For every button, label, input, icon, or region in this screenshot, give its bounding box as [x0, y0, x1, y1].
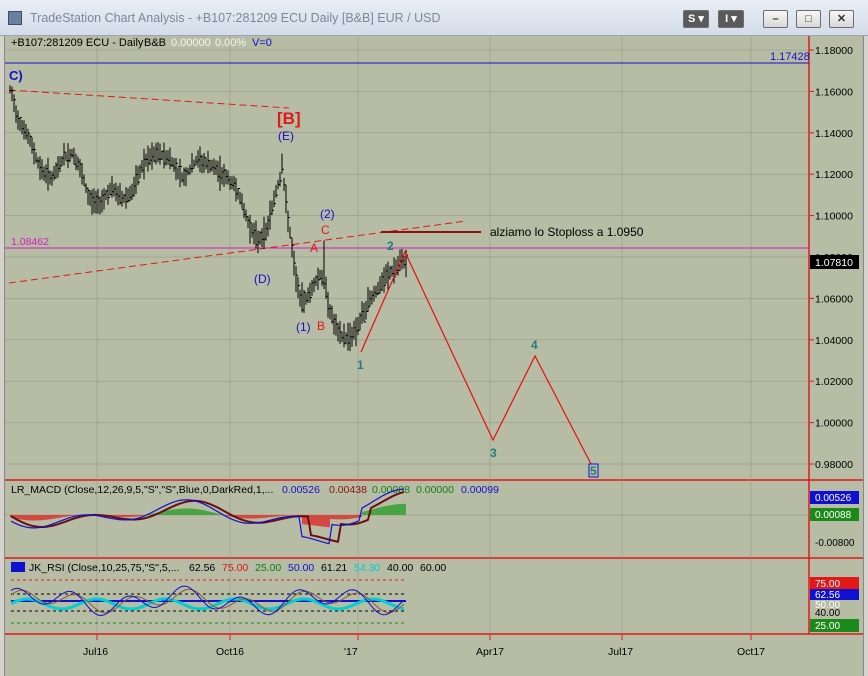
macd-axis-v3: -0.00800	[815, 538, 855, 549]
wave-label-2-paren: (2)	[320, 207, 335, 221]
price-tick-label: 1.10000	[815, 211, 853, 223]
rsi-axis-40: 40.00	[815, 608, 840, 619]
wave-label-e: (E)	[278, 129, 294, 143]
rsi-indicator-icon	[11, 562, 25, 572]
macd-value-3: 0.00088	[372, 484, 410, 496]
rsi-value-2: 75.00	[222, 562, 248, 574]
macd-axis-v2: 0.00088	[815, 510, 852, 521]
price-tick-label: 1.00000	[815, 418, 853, 430]
wave-label-4: 4	[531, 338, 538, 352]
wave-label-a: A	[310, 241, 318, 255]
price-tick-label: 1.16000	[815, 86, 853, 98]
wave-label-5-box	[588, 463, 599, 478]
wave-label-c-top: C)	[9, 68, 23, 83]
macd-label: LR_MACD (Close,12,26,9,5,"S","S",Blue,0,…	[11, 484, 273, 496]
macd-value-1: 0.00526	[282, 484, 320, 496]
rsi-cyan-line	[10, 597, 405, 611]
last-price-value: 1.07810	[815, 257, 853, 269]
header-study: B&B	[144, 37, 166, 49]
upper-trendline[interactable]	[8, 89, 290, 109]
rsi-tag-75	[810, 577, 859, 589]
wave-label-d: (D)	[254, 272, 271, 286]
price-tick-label: 1.18000	[815, 45, 853, 57]
wave-label-c-red: C	[321, 223, 330, 237]
lower-trendline[interactable]	[8, 220, 467, 284]
macd-value-5: 0.00099	[461, 484, 499, 496]
hline-blue-label: 1.17428	[770, 51, 810, 63]
rsi-value-7: 40.00	[387, 562, 413, 574]
time-tick-label: Jul16	[83, 646, 108, 658]
time-axis[interactable]: Jul16 Oct16 '17 Apr17 Jul17 Oct17	[83, 634, 765, 658]
last-price-tag	[810, 255, 859, 269]
rsi-plot	[10, 579, 406, 624]
wave-label-b-big: [B]	[277, 109, 301, 128]
s-menu-button[interactable]: S ▾	[683, 10, 709, 28]
macd-axis-v1: 0.00526	[815, 493, 852, 504]
chart-svg[interactable]: +B107:281209 ECU - Daily B&B 0.00000 0.0…	[5, 36, 863, 676]
rsi-value-4: 50.00	[288, 562, 314, 574]
price-tick-label: 1.02000	[815, 376, 853, 388]
rsi-axis-value: 62.56	[815, 590, 840, 601]
wave-projection-path[interactable]	[360, 250, 592, 465]
wave-label-2: 2	[387, 239, 394, 253]
title-bar: TradeStation Chart Analysis - +B107:2812…	[0, 0, 868, 36]
hline-magenta-label: 1.08462	[11, 236, 49, 248]
wave-label-b-red: B	[317, 319, 325, 333]
i-menu-button[interactable]: I ▾	[718, 10, 744, 28]
rsi-label: JK_RSI (Close,10,25,75,"S",5,...	[29, 562, 179, 574]
wave-label-1-paren: (1)	[296, 320, 311, 334]
macd-line	[10, 488, 405, 545]
macd-signal-line	[10, 491, 405, 543]
wave-label-5: 5	[590, 464, 597, 478]
time-tick-label: Oct16	[216, 646, 244, 658]
macd-value-2: 0.00438	[329, 484, 367, 496]
macd-value-4: 0.00000	[416, 484, 454, 496]
rsi-axis-75: 75.00	[815, 579, 840, 590]
maximize-button[interactable]: □	[796, 10, 821, 28]
chart-area[interactable]: +B107:281209 ECU - Daily B&B 0.00000 0.0…	[4, 36, 864, 676]
rsi-value-3: 25.00	[255, 562, 281, 574]
rsi-value-8: 60.00	[420, 562, 446, 574]
time-tick-label: Jul17	[608, 646, 633, 658]
macd-plot	[5, 488, 809, 545]
rsi-tag-25	[810, 619, 859, 632]
app-icon	[8, 11, 22, 25]
time-tick-label: Oct17	[737, 646, 765, 658]
header-value-3: V=0	[252, 37, 272, 49]
gridlines	[5, 36, 809, 634]
macd-tag-blue	[810, 491, 859, 504]
header-symbol: +B107:281209 ECU - Daily	[11, 37, 144, 49]
header-value-1: 0.00000	[171, 37, 211, 49]
price-tick-label: 0.98000	[815, 459, 853, 471]
rsi-value-5: 61.21	[321, 562, 347, 574]
wave-label-3: 3	[490, 446, 497, 460]
header-value-2: 0.00%	[215, 37, 246, 49]
rsi-line	[10, 585, 405, 617]
rsi-value-1: 62.56	[189, 562, 215, 574]
stoploss-note: alziamo lo Stoploss a 1.0950	[490, 225, 644, 239]
rsi-value-6: 54.30	[354, 562, 380, 574]
rsi-axis-50: 50.00	[815, 600, 840, 611]
window-title: TradeStation Chart Analysis - +B107:2812…	[30, 11, 441, 25]
price-tick-label: 1.04000	[815, 335, 853, 347]
price-tick-label: 1.06000	[815, 293, 853, 305]
price-tick-label: 1.14000	[815, 128, 853, 140]
wave-label-1: 1	[357, 358, 364, 372]
rsi-axis-25: 25.00	[815, 621, 840, 632]
price-tick-label: 1.12000	[815, 169, 853, 181]
price-bars	[9, 85, 408, 352]
time-tick-label: '17	[344, 646, 358, 658]
minimize-button[interactable]: –	[763, 10, 788, 28]
rsi-tag-value	[810, 589, 859, 600]
macd-tag-green	[810, 508, 859, 521]
close-button[interactable]: ✕	[829, 10, 854, 28]
time-tick-label: Apr17	[476, 646, 504, 658]
